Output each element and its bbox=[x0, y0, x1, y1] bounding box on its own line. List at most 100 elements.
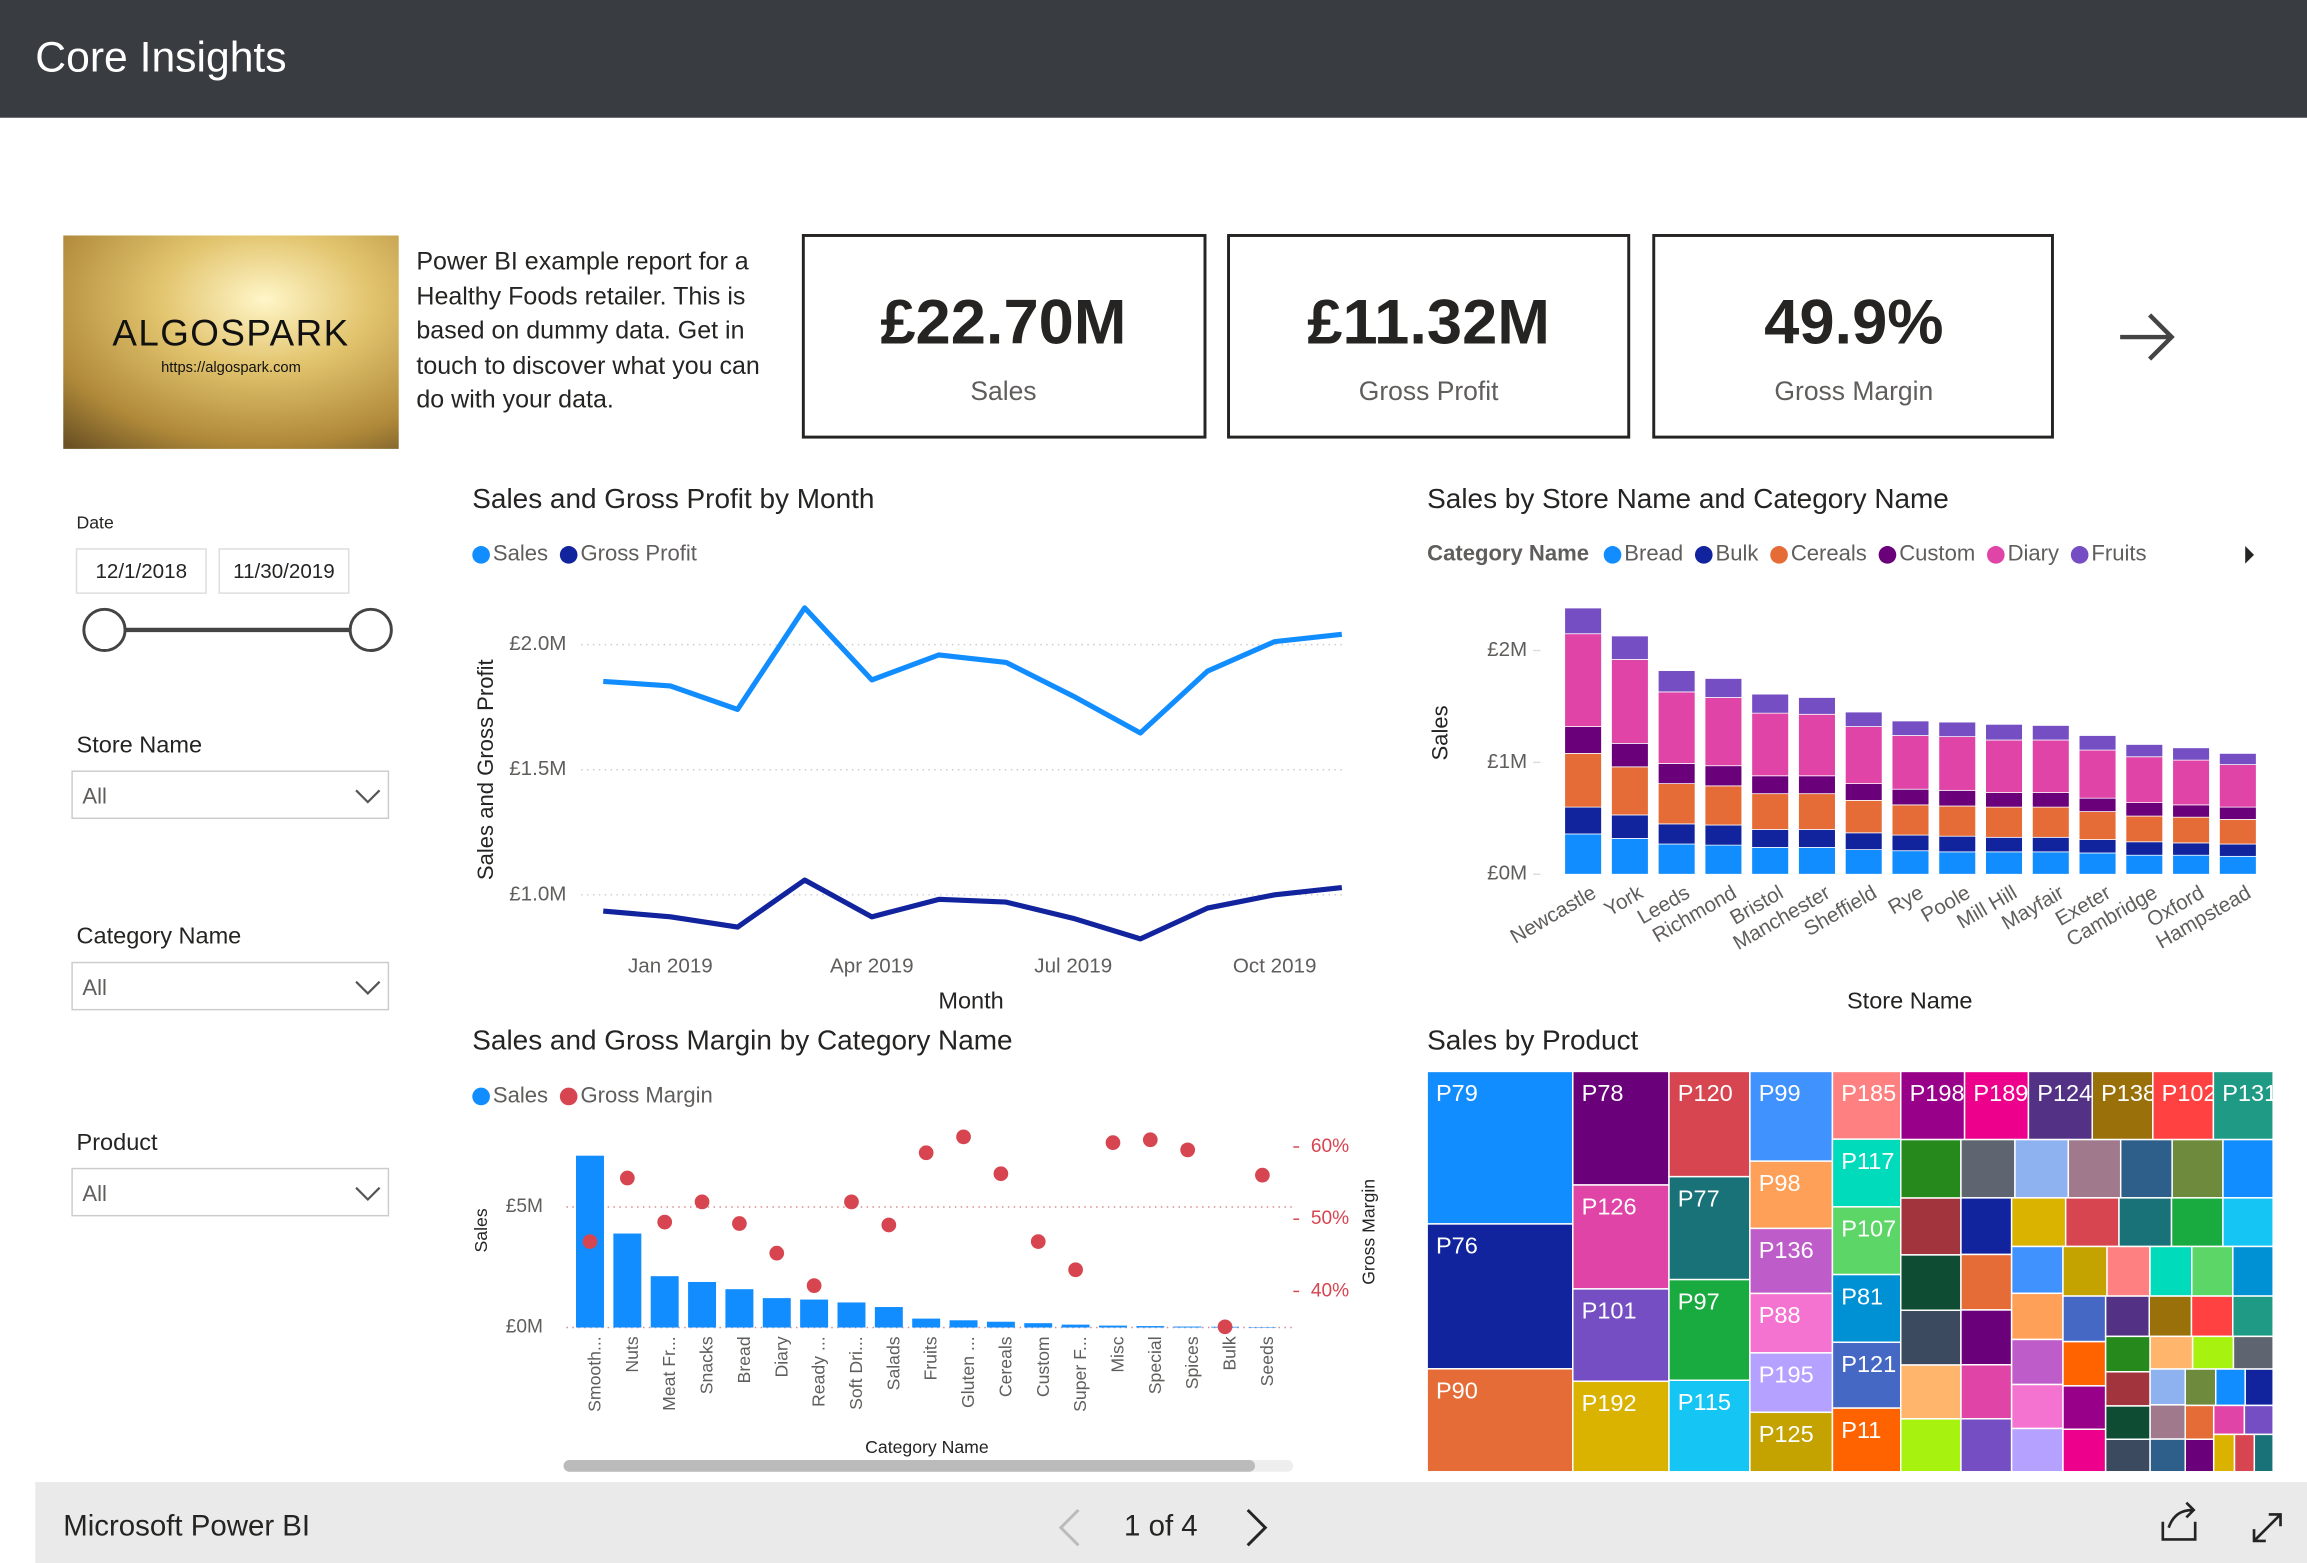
bar-segment bbox=[1657, 843, 1696, 875]
treemap-label: P78 bbox=[1582, 1080, 1624, 1106]
fullscreen-button[interactable] bbox=[2252, 1513, 2282, 1543]
bar-segment bbox=[1985, 792, 2023, 808]
bar-segment bbox=[2032, 851, 2070, 875]
bar-segment bbox=[1985, 739, 2023, 793]
bar-segment bbox=[1564, 833, 1602, 875]
dot bbox=[918, 1145, 934, 1161]
bar-segment bbox=[1657, 823, 1696, 845]
kpi-card: 49.9% Gross Margin bbox=[1652, 234, 2054, 439]
treemap-label: P76 bbox=[1436, 1233, 1478, 1259]
treemap-tile bbox=[2232, 1245, 2274, 1297]
x-axis-title: Store Name bbox=[1847, 987, 1973, 1013]
prev-page[interactable] bbox=[1058, 1508, 1080, 1547]
date-input[interactable] bbox=[75, 548, 207, 594]
line-series bbox=[603, 877, 1343, 942]
treemap-tile bbox=[2014, 1138, 2070, 1199]
bar-segment bbox=[1938, 835, 1977, 853]
bar bbox=[986, 1321, 1015, 1328]
bar-segment bbox=[1611, 742, 1649, 768]
y2-tick-label: 40% bbox=[1311, 1280, 1349, 1301]
dropdown[interactable] bbox=[71, 770, 390, 820]
bar-segment bbox=[1751, 829, 1789, 848]
chart-title: Sales and Gross Margin by Category Name bbox=[472, 1024, 1012, 1055]
bar-segment bbox=[2078, 811, 2117, 840]
bar-segment bbox=[1938, 805, 1977, 837]
bar-segment bbox=[1985, 851, 2023, 875]
treemap-tile bbox=[2104, 1335, 2151, 1373]
next-arrow[interactable] bbox=[2120, 313, 2175, 361]
bar-segment bbox=[2125, 744, 2164, 758]
x-tick-label: Apr 2019 bbox=[830, 954, 914, 977]
bar-segment bbox=[2219, 764, 2257, 808]
x-tick-label: Bulk bbox=[1220, 1336, 1240, 1371]
bar bbox=[949, 1320, 978, 1328]
treemap-tile bbox=[1668, 1070, 1751, 1178]
treemap-tile bbox=[2149, 1438, 2186, 1473]
footer-bar bbox=[35, 1482, 2307, 1563]
date-input[interactable] bbox=[218, 548, 350, 594]
treemap-tile bbox=[2062, 1295, 2107, 1343]
bar-segment bbox=[1611, 766, 1649, 816]
treemap-tile bbox=[1963, 1070, 2030, 1141]
bar-segment bbox=[1751, 793, 1789, 830]
bar bbox=[912, 1318, 941, 1328]
bar-segment bbox=[1844, 832, 1883, 850]
date-from: 12/1/2018 bbox=[95, 560, 187, 583]
treemap-tile bbox=[2212, 1433, 2236, 1473]
treemap-label: P131 bbox=[2222, 1080, 2277, 1106]
x-tick-label: Oct 2019 bbox=[1233, 954, 1317, 977]
y-tick-label: £2M bbox=[1487, 638, 1527, 661]
page-indicator: 1 of 4 bbox=[1124, 1509, 1198, 1542]
logo-url: https://algospark.com bbox=[161, 360, 301, 376]
slider-handle[interactable] bbox=[348, 607, 393, 652]
y-tick-label: £0M bbox=[1487, 862, 1527, 885]
bar-segment bbox=[2172, 747, 2210, 761]
treemap-label: P136 bbox=[1759, 1237, 1814, 1263]
treemap-tile bbox=[2243, 1404, 2274, 1436]
kpi-label: Gross Margin bbox=[1774, 376, 1933, 406]
x-tick-label: Soft Dri... bbox=[846, 1336, 866, 1410]
y-tick-label: £1.5M bbox=[509, 757, 566, 780]
treemap-tile bbox=[1900, 1418, 1962, 1473]
treemap-tile bbox=[1960, 1309, 2013, 1366]
treemap-tile bbox=[1960, 1418, 2013, 1473]
x-axis-title: Category Name bbox=[865, 1437, 989, 1457]
dropdown[interactable] bbox=[71, 961, 390, 1011]
x-tick-label: Misc bbox=[1108, 1336, 1128, 1372]
legend-more[interactable] bbox=[2245, 546, 2255, 564]
treemap-tile bbox=[2149, 1404, 2186, 1440]
treemap-label: P189 bbox=[1973, 1080, 2028, 1106]
treemap-tile bbox=[2222, 1197, 2274, 1248]
treemap-label: P192 bbox=[1582, 1390, 1637, 1416]
treemap-tile bbox=[1426, 1223, 1574, 1370]
treemap-tile bbox=[1831, 1341, 1902, 1409]
bar-segment bbox=[2125, 841, 2164, 856]
y2-axis-title: Gross Margin bbox=[1358, 1179, 1378, 1285]
y-tick-label: £0M bbox=[506, 1317, 543, 1338]
filter-label: Category Name bbox=[77, 923, 242, 949]
treemap-tile bbox=[1900, 1197, 1962, 1256]
dropdown[interactable] bbox=[71, 1167, 390, 1217]
bar-segment bbox=[1891, 850, 1930, 875]
treemap-tile bbox=[2170, 1197, 2224, 1248]
treemap-tile bbox=[1831, 1407, 1902, 1473]
treemap-tile bbox=[2233, 1433, 2256, 1473]
bar bbox=[837, 1302, 866, 1328]
bar-segment bbox=[1751, 693, 1789, 714]
legend-label: Cereals bbox=[1791, 541, 1867, 566]
x-tick-label: Bread bbox=[734, 1336, 754, 1383]
treemap-tile bbox=[1900, 1309, 1962, 1366]
bar-segment bbox=[1798, 793, 1836, 830]
treemap-label: P79 bbox=[1436, 1080, 1478, 1106]
kpi-value: £22.70M bbox=[880, 287, 1126, 357]
dot bbox=[1142, 1132, 1158, 1148]
slider-handle[interactable] bbox=[82, 607, 127, 652]
dot bbox=[769, 1245, 785, 1261]
dot bbox=[1217, 1319, 1233, 1335]
share-button[interactable] bbox=[2161, 1501, 2197, 1541]
treemap-tile bbox=[1831, 1273, 1902, 1344]
treemap-tile bbox=[1831, 1138, 1902, 1208]
next-page[interactable] bbox=[1246, 1508, 1268, 1547]
bar-segment bbox=[2032, 792, 2070, 808]
scrollbar-thumb[interactable] bbox=[563, 1459, 1256, 1472]
